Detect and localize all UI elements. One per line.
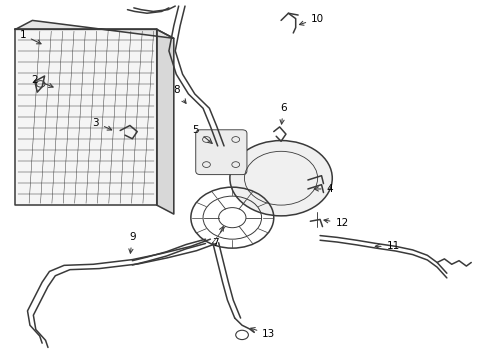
Text: 1: 1	[20, 30, 41, 44]
Text: 6: 6	[280, 103, 286, 124]
Text: 10: 10	[299, 14, 324, 25]
Text: 9: 9	[128, 232, 135, 253]
Text: 8: 8	[173, 85, 185, 103]
Polygon shape	[15, 21, 173, 39]
Text: 3: 3	[92, 118, 111, 130]
Text: 13: 13	[250, 328, 275, 339]
FancyBboxPatch shape	[195, 130, 246, 175]
Text: 7: 7	[211, 226, 223, 248]
Polygon shape	[15, 30, 157, 205]
Circle shape	[229, 140, 331, 216]
Text: 5: 5	[192, 125, 212, 143]
Text: 2: 2	[31, 75, 53, 87]
Text: 11: 11	[374, 241, 399, 251]
Text: 12: 12	[324, 218, 348, 228]
Polygon shape	[157, 30, 173, 214]
Text: 4: 4	[314, 184, 332, 194]
